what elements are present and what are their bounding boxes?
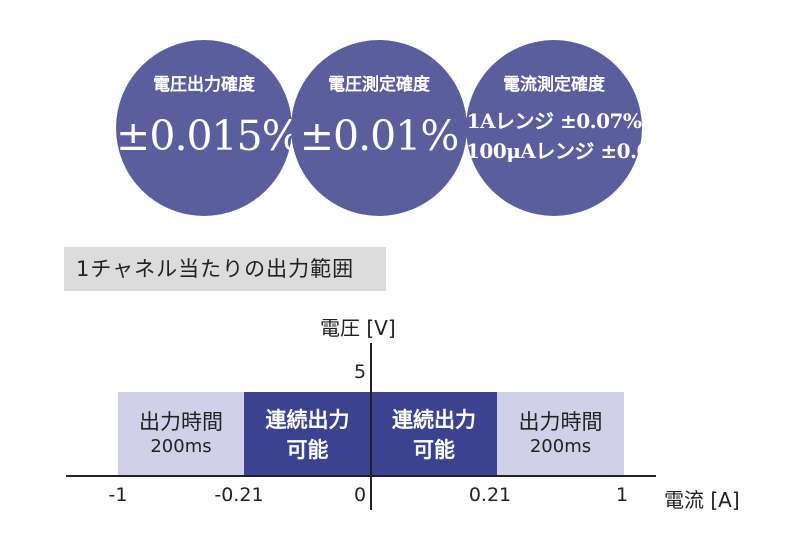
region-label-line2: 可能 [413, 438, 455, 462]
x-tick-0: 0 [353, 484, 367, 506]
y-tick-5: 5 [353, 361, 367, 383]
continuous-output-region-left: 連続出力 可能 [244, 392, 371, 476]
y-axis-label: 電圧 [V] [320, 316, 396, 340]
region-label-line2: 200ms [150, 436, 212, 457]
current-measure-accuracy-title: 電流測定確度 [503, 75, 605, 95]
x-tick-minus-1: -1 [108, 484, 128, 506]
region-label-line2: 可能 [286, 438, 329, 462]
current-measure-accuracy-1a: 1Aレンジ ±0.07% [466, 109, 642, 133]
current-measure-accuracy-circle: 電流測定確度 1Aレンジ ±0.07% 100μAレンジ ±0.035% [466, 40, 696, 216]
voltage-measure-accuracy-title: 電圧測定確度 [328, 75, 430, 95]
voltage-output-accuracy-circle: 電圧出力確度 ±0.015% [116, 40, 301, 216]
output-time-region-right: 出力時間 200ms [497, 392, 624, 476]
region-label-line1: 出力時間 [518, 410, 603, 434]
continuous-output-region-right: 連続出力 可能 [371, 392, 497, 476]
voltage-measure-accuracy-value: ±0.01% [299, 112, 460, 160]
region-label-line1: 連続出力 [265, 408, 350, 432]
voltage-output-accuracy-value: ±0.015% [116, 112, 301, 160]
x-tick-1: 1 [615, 484, 629, 506]
x-tick-0.21: 0.21 [468, 484, 512, 506]
x-tick-minus-0.21: -0.21 [214, 484, 264, 506]
current-measure-accuracy-100ua: 100μAレンジ ±0.035% [466, 139, 696, 163]
region-label-line1: 出力時間 [139, 410, 223, 434]
x-axis-label: 電流 [A] [664, 488, 740, 512]
voltage-measure-accuracy-circle: 電圧測定確度 ±0.01% [291, 40, 467, 216]
region-label-line1: 連続出力 [392, 408, 476, 432]
region-label-line2: 200ms [529, 436, 592, 457]
voltage-output-accuracy-title: 電圧出力確度 [153, 75, 255, 95]
output-time-region-left: 出力時間 200ms [118, 392, 244, 476]
section-title: 1チャネル当たりの出力範囲 [64, 247, 386, 291]
